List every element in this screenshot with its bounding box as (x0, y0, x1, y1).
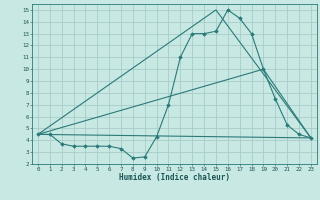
X-axis label: Humidex (Indice chaleur): Humidex (Indice chaleur) (119, 173, 230, 182)
